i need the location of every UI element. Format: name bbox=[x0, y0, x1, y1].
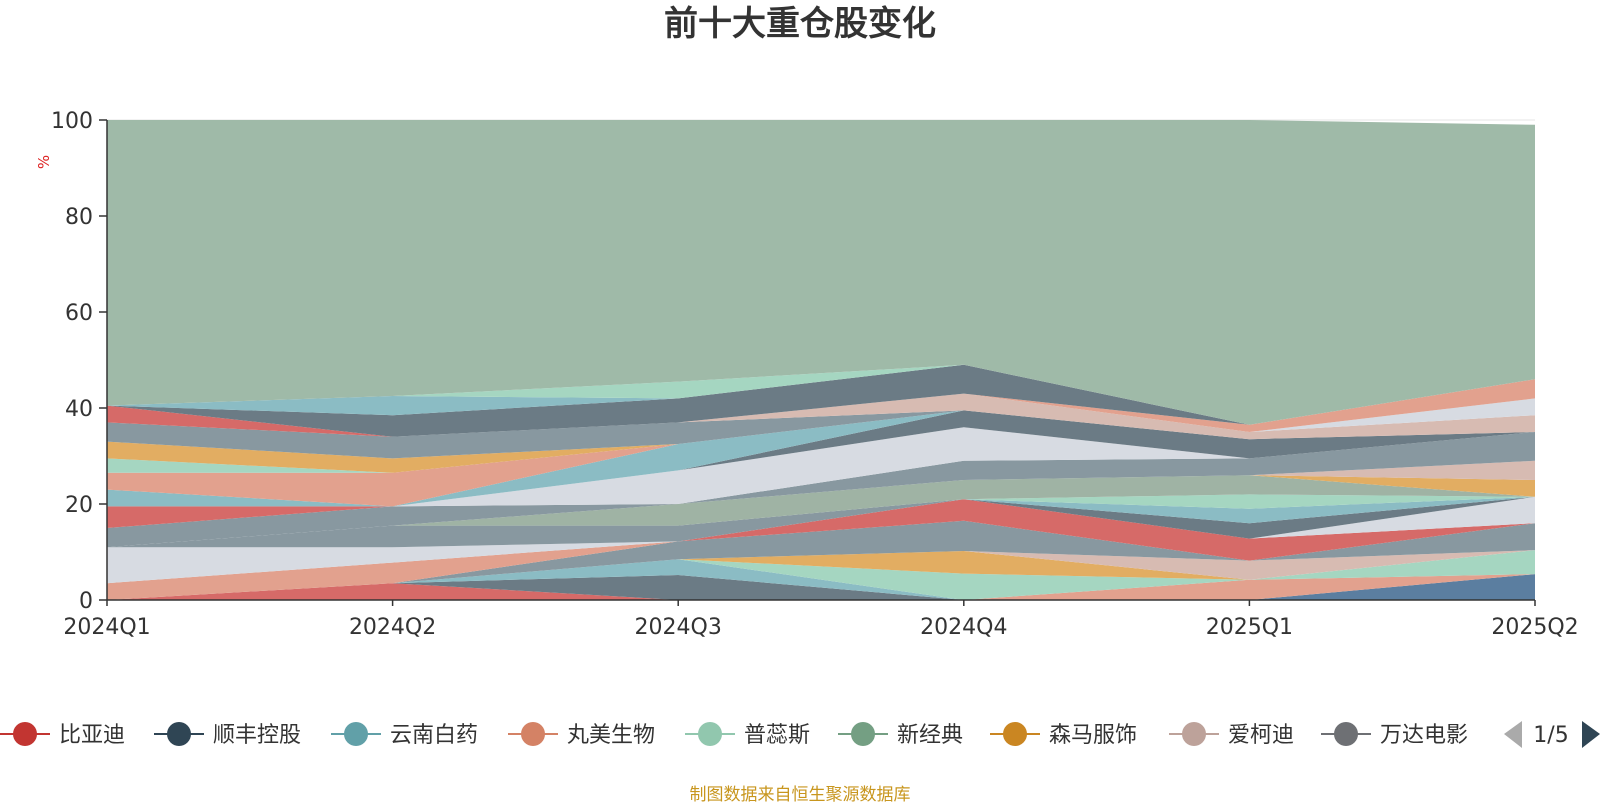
legend-item-3[interactable]: 丸美生物 bbox=[508, 722, 655, 748]
y-tick-label-2: 40 bbox=[65, 397, 93, 422]
data-source-note: 制图数据来自恒生聚源数据库 bbox=[689, 785, 911, 805]
area-band-28 bbox=[107, 410, 1535, 459]
legend-label: 比亚迪 bbox=[59, 723, 125, 748]
area-band-8 bbox=[107, 550, 1535, 600]
area-band-23 bbox=[107, 410, 1535, 507]
area-band-0 bbox=[107, 574, 1535, 600]
legend-item-2[interactable]: 云南白药 bbox=[331, 722, 478, 748]
area-bands bbox=[107, 120, 1535, 600]
area-band-17 bbox=[107, 475, 1535, 548]
legend-marker-icon bbox=[167, 722, 191, 746]
area-band-2 bbox=[107, 574, 1535, 600]
legend-marker-icon bbox=[698, 722, 722, 746]
area-band-36 bbox=[107, 120, 1535, 425]
legend-item-5[interactable]: 新经典 bbox=[838, 722, 963, 748]
area-band-3 bbox=[107, 574, 1535, 600]
legend-label: 普蕊斯 bbox=[744, 723, 810, 748]
area-band-24 bbox=[107, 410, 1535, 507]
legend: 比亚迪 顺丰控股 云南白药 丸美生物 普蕊斯 新经典 森马服饰 爱柯迪 万达电影 bbox=[0, 722, 1468, 748]
area-band-31 bbox=[107, 379, 1535, 437]
legend-label: 丸美生物 bbox=[567, 723, 655, 748]
legend-label: 新经典 bbox=[897, 723, 963, 748]
area-band-7 bbox=[107, 550, 1535, 600]
area-band-20 bbox=[107, 432, 1535, 548]
x-tick-label-2: 2024Q3 bbox=[635, 615, 722, 640]
legend-label: 顺丰控股 bbox=[213, 723, 301, 748]
legend-marker-icon bbox=[521, 722, 545, 746]
area-band-19 bbox=[107, 460, 1535, 548]
area-band-33 bbox=[107, 364, 1535, 437]
area-band-27 bbox=[107, 410, 1535, 473]
x-tick-label-4: 2025Q1 bbox=[1206, 615, 1293, 640]
legend-marker-icon bbox=[13, 722, 37, 746]
area-band-9 bbox=[107, 520, 1535, 600]
area-band-1 bbox=[107, 574, 1535, 600]
legend-pager: 1/5 bbox=[1504, 721, 1600, 748]
y-tick-label-4: 80 bbox=[65, 205, 93, 230]
area-band-35 bbox=[107, 364, 1535, 425]
area-band-5 bbox=[107, 550, 1535, 600]
legend-prev-icon[interactable] bbox=[1504, 721, 1522, 748]
area-band-18 bbox=[107, 475, 1535, 548]
area-band-25 bbox=[107, 410, 1535, 507]
area-band-34 bbox=[107, 364, 1535, 425]
legend-page-indicator: 1/5 bbox=[1533, 723, 1568, 748]
chart-title: 前十大重仓股变化 bbox=[664, 4, 936, 44]
legend-item-4[interactable]: 普蕊斯 bbox=[685, 722, 810, 748]
area-band-13 bbox=[107, 496, 1535, 548]
x-tick-label-0: 2024Q1 bbox=[63, 615, 150, 640]
y-tick-label-0: 0 bbox=[79, 589, 93, 614]
x-tick-label-5: 2025Q2 bbox=[1491, 615, 1578, 640]
y-tick-label-3: 60 bbox=[65, 301, 93, 326]
axes: 0 20 40 60 80 100 2024Q1 2024Q2 2024Q3 2024Q4 2025… bbox=[51, 109, 1579, 640]
legend-item-7[interactable]: 爱柯迪 bbox=[1169, 722, 1294, 748]
legend-item-0[interactable]: 比亚迪 bbox=[0, 722, 125, 748]
y-tick-label-1: 20 bbox=[65, 493, 93, 518]
legend-item-6[interactable]: 森马服饰 bbox=[990, 722, 1137, 748]
y-axis-label: % bbox=[35, 155, 53, 169]
legend-marker-icon bbox=[1334, 722, 1358, 746]
y-tick-label-5: 100 bbox=[51, 109, 93, 134]
legend-label: 森马服饰 bbox=[1049, 723, 1137, 748]
legend-marker-icon bbox=[1003, 722, 1027, 746]
legend-label: 万达电影 bbox=[1380, 723, 1468, 748]
legend-item-8[interactable]: 万达电影 bbox=[1321, 722, 1468, 748]
legend-label: 爱柯迪 bbox=[1228, 723, 1294, 748]
legend-marker-icon bbox=[851, 722, 875, 746]
area-band-22 bbox=[107, 427, 1535, 507]
legend-label: 云南白药 bbox=[390, 723, 478, 748]
area-band-29 bbox=[107, 393, 1535, 440]
legend-next-icon[interactable] bbox=[1582, 721, 1600, 748]
legend-marker-icon bbox=[344, 722, 368, 746]
area-band-15 bbox=[107, 496, 1535, 548]
area-band-10 bbox=[107, 499, 1535, 600]
area-band-11 bbox=[107, 499, 1535, 600]
legend-marker-icon bbox=[1182, 722, 1206, 746]
x-tick-label-3: 2024Q4 bbox=[920, 615, 1007, 640]
area-band-16 bbox=[107, 494, 1535, 548]
area-band-26 bbox=[107, 410, 1535, 473]
legend-item-1[interactable]: 顺丰控股 bbox=[154, 722, 301, 748]
x-tick-label-1: 2024Q2 bbox=[349, 615, 436, 640]
